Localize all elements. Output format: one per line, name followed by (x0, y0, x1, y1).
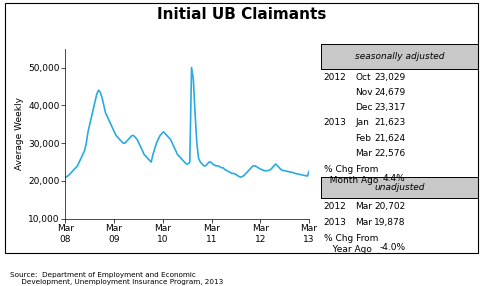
Text: Mar: Mar (355, 218, 372, 227)
Text: Nov: Nov (355, 88, 372, 97)
Text: unadjusted: unadjusted (374, 183, 425, 192)
Text: 21,623: 21,623 (374, 118, 406, 127)
Text: Mar: Mar (355, 149, 372, 158)
Text: 24,679: 24,679 (374, 88, 406, 97)
Text: -4.0%: -4.0% (380, 243, 406, 252)
Text: 2013: 2013 (324, 118, 346, 127)
Text: Initial UB Claimants: Initial UB Claimants (157, 7, 326, 22)
Text: 23,317: 23,317 (374, 103, 406, 112)
Text: 19,878: 19,878 (374, 218, 406, 227)
Text: Source:  Department of Employment and Economic
     Development, Unemployment In: Source: Department of Employment and Eco… (10, 272, 223, 285)
Text: % Chg From
  Month Ago: % Chg From Month Ago (324, 165, 378, 185)
Text: 23,029: 23,029 (374, 73, 406, 82)
Text: 20,702: 20,702 (374, 202, 406, 211)
Text: 2013: 2013 (324, 218, 346, 227)
Text: seasonally adjusted: seasonally adjusted (355, 52, 444, 61)
Text: 22,576: 22,576 (374, 149, 406, 158)
Text: Feb: Feb (355, 134, 371, 142)
Text: Jan: Jan (355, 118, 369, 127)
Text: % Chg From
   Year Ago: % Chg From Year Ago (324, 234, 378, 254)
Text: Oct: Oct (355, 73, 370, 82)
Text: 2012: 2012 (324, 202, 346, 211)
Text: Mar: Mar (355, 202, 372, 211)
Text: 4.4%: 4.4% (383, 174, 406, 183)
Text: 21,624: 21,624 (375, 134, 406, 142)
Text: 2012: 2012 (324, 73, 346, 82)
Text: Dec: Dec (355, 103, 372, 112)
Y-axis label: Average Weekly: Average Weekly (15, 97, 24, 170)
